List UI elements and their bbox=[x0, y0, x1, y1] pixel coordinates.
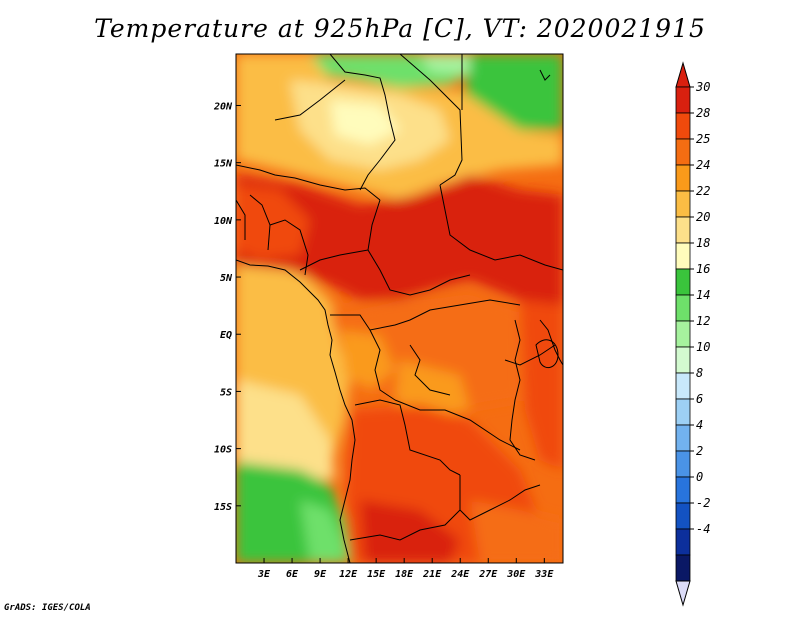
colorbar-swatch bbox=[675, 320, 691, 348]
colorbar-label: 6 bbox=[696, 392, 703, 406]
y-tick-label: 10N bbox=[214, 216, 233, 227]
colorbar-swatch bbox=[675, 450, 691, 478]
x-tick-label: 12E bbox=[339, 569, 358, 580]
x-tick-label: 27E bbox=[478, 569, 498, 580]
colorbar-swatch bbox=[675, 268, 691, 296]
country-boundaries bbox=[236, 54, 563, 563]
colorbar-swatch bbox=[675, 112, 691, 140]
colorbar-label: 30 bbox=[695, 80, 710, 94]
colorbar-label: 10 bbox=[696, 340, 710, 354]
colorbar-label: 22 bbox=[696, 184, 710, 198]
y-tick-label: 5S bbox=[220, 387, 232, 398]
colorbar-swatch bbox=[675, 242, 691, 270]
colorbar-swatch bbox=[675, 554, 691, 582]
colorbar-label: 28 bbox=[696, 106, 710, 120]
colorbar-label: 8 bbox=[696, 366, 703, 380]
credit-text: GrADS: IGES/COLA bbox=[4, 603, 91, 613]
colorbar-swatch bbox=[675, 138, 691, 166]
colorbar-label: 12 bbox=[696, 314, 710, 328]
y-tick-label: 20N bbox=[213, 101, 233, 112]
colorbar-swatch bbox=[675, 398, 691, 426]
colorbar-arrow-top bbox=[675, 61, 691, 88]
x-tick-label: 9E bbox=[314, 569, 327, 580]
y-tick-label: 15N bbox=[214, 159, 233, 170]
y-tick-label: EQ bbox=[220, 330, 232, 341]
colorbar-swatch bbox=[675, 294, 691, 322]
x-tick-label: 30E bbox=[506, 569, 526, 580]
colorbar-arrow-bottom bbox=[675, 580, 691, 607]
map-frame bbox=[235, 53, 564, 564]
colorbar-swatch bbox=[675, 502, 691, 530]
x-tick-label: 6E bbox=[286, 569, 299, 580]
x-tick-label: 24E bbox=[450, 569, 470, 580]
x-tick-label: 3E bbox=[257, 569, 271, 580]
x-axis: 3E 6E 9E 12E 15E 18E 21E 24E 27E 30E 33E bbox=[257, 558, 554, 580]
x-tick-label: 33E bbox=[534, 569, 554, 580]
colorbar-label: -4 bbox=[696, 522, 710, 536]
colorbar-swatch bbox=[675, 372, 691, 400]
y-axis: 20N 15N 10N 5N EQ 5S 10S 15S bbox=[213, 101, 241, 513]
x-tick-label: 15E bbox=[367, 569, 386, 580]
temperature-field bbox=[236, 54, 563, 563]
colorbar-label: 2 bbox=[696, 444, 703, 458]
y-tick-label: 10S bbox=[214, 445, 232, 456]
colorbar-swatch bbox=[675, 476, 691, 504]
colorbar-label: 4 bbox=[696, 418, 703, 432]
colorbar-label: 16 bbox=[696, 262, 710, 276]
colorbar-swatch bbox=[675, 164, 691, 192]
colorbar-swatch bbox=[675, 190, 691, 218]
colorbar-swatch bbox=[675, 528, 691, 556]
x-tick-label: 18E bbox=[395, 569, 414, 580]
colorbar-swatch bbox=[675, 424, 691, 452]
colorbar-label: 14 bbox=[696, 288, 710, 302]
colorbar-label: 25 bbox=[696, 132, 710, 146]
chart-title: Temperature at 925hPa [C], VT: 202002191… bbox=[94, 14, 706, 43]
colorbar-label: -2 bbox=[696, 496, 710, 510]
colorbar-swatch bbox=[675, 86, 691, 114]
y-tick-label: 5N bbox=[220, 273, 233, 284]
colorbar-label: 0 bbox=[696, 470, 703, 484]
colorbar-label: 18 bbox=[696, 236, 710, 250]
colorbar-label: 24 bbox=[696, 158, 710, 172]
colorbar-swatch bbox=[675, 346, 691, 374]
y-tick-label: 15S bbox=[214, 502, 232, 513]
colorbar-swatch bbox=[675, 216, 691, 244]
colorbar-label: 20 bbox=[696, 210, 710, 224]
x-tick-label: 21E bbox=[422, 569, 442, 580]
